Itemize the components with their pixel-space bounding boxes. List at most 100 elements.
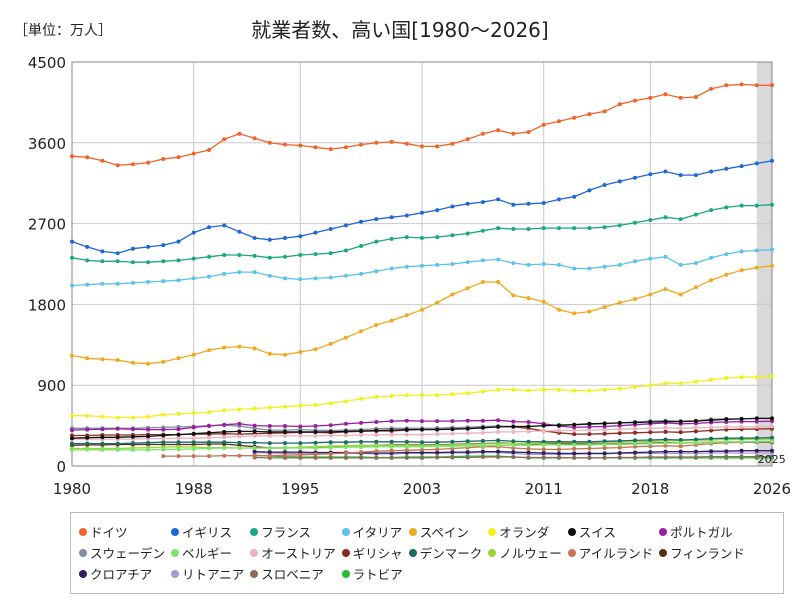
data-point — [648, 218, 653, 222]
data-point — [754, 436, 759, 440]
data-point — [602, 225, 607, 230]
data-point — [435, 427, 440, 432]
data-point — [100, 447, 105, 452]
data-point — [328, 440, 333, 445]
data-point — [770, 454, 774, 459]
data-point — [633, 98, 637, 103]
data-point — [100, 427, 105, 432]
data-point — [617, 438, 622, 443]
legend-label: イタリア — [352, 525, 403, 540]
data-point — [298, 433, 303, 438]
data-point — [572, 455, 577, 460]
legend-marker — [250, 569, 259, 578]
legend-item: スペイン — [408, 521, 483, 542]
data-point — [526, 439, 531, 444]
data-point — [496, 226, 501, 231]
data-point — [770, 83, 774, 88]
data-point — [404, 213, 409, 218]
data-point — [237, 229, 242, 234]
data-point — [404, 264, 409, 269]
data-point — [754, 448, 759, 453]
legend-item: イタリア — [341, 521, 403, 542]
data-point — [587, 446, 592, 451]
data-point — [663, 425, 668, 430]
data-point — [207, 435, 211, 440]
data-point — [511, 227, 516, 231]
data-point — [146, 427, 151, 432]
legend-label: スウェーデン — [90, 546, 166, 561]
data-point — [602, 109, 607, 114]
legend-marker — [659, 548, 668, 557]
data-point — [572, 439, 577, 444]
data-point — [496, 449, 501, 454]
data-point — [511, 455, 516, 459]
data-point — [313, 446, 318, 450]
data-point — [374, 323, 379, 327]
data-point — [450, 431, 455, 436]
legend-marker — [171, 569, 180, 578]
data-point — [617, 262, 622, 267]
data-point — [541, 442, 546, 447]
data-point — [267, 433, 272, 438]
data-point — [191, 411, 196, 415]
data-point — [754, 416, 759, 421]
legend-marker — [488, 548, 497, 557]
data-point — [435, 450, 440, 455]
data-point — [602, 424, 607, 429]
data-point — [754, 424, 759, 429]
data-point — [252, 270, 257, 275]
data-point — [511, 419, 516, 424]
data-point — [465, 137, 470, 142]
data-point — [450, 419, 455, 424]
data-point — [100, 249, 105, 254]
data-point — [283, 446, 287, 450]
data-point — [693, 437, 698, 442]
data-point — [191, 425, 196, 430]
data-point — [693, 261, 698, 266]
legend-item: イギリス — [171, 521, 244, 542]
data-point — [313, 452, 318, 457]
data-point — [754, 454, 759, 459]
data-point — [404, 427, 409, 432]
data-point — [298, 253, 303, 257]
data-point — [450, 392, 455, 397]
data-point — [633, 455, 637, 460]
data-point — [633, 420, 637, 425]
data-point — [146, 434, 151, 439]
data-point — [709, 208, 714, 213]
data-point — [648, 383, 653, 388]
data-point — [130, 441, 135, 446]
data-point — [557, 307, 561, 312]
data-point — [161, 454, 166, 459]
data-point — [617, 427, 622, 432]
data-point — [663, 92, 668, 97]
data-point — [602, 305, 607, 310]
data-point — [557, 226, 561, 231]
legend-label: スイス — [578, 525, 616, 540]
data-point — [633, 175, 637, 180]
data-point — [663, 441, 668, 446]
data-point — [511, 387, 516, 392]
data-point — [283, 142, 287, 147]
data-point — [207, 440, 211, 445]
data-point — [450, 292, 455, 297]
data-point — [389, 428, 394, 433]
data-point — [557, 439, 561, 444]
data-point — [313, 230, 318, 235]
data-point — [328, 341, 333, 346]
data-point — [70, 436, 74, 441]
data-point — [100, 414, 105, 419]
data-point — [770, 448, 774, 453]
data-point — [633, 450, 637, 455]
data-point — [207, 348, 211, 353]
data-point — [298, 452, 303, 457]
data-point — [115, 251, 120, 256]
data-point — [633, 259, 637, 264]
data-point — [343, 451, 348, 455]
data-point — [389, 215, 394, 220]
legend-label: ラトビア — [352, 567, 403, 582]
data-point — [420, 393, 424, 398]
data-point — [313, 252, 318, 257]
data-point — [693, 95, 698, 99]
data-point — [739, 416, 744, 421]
